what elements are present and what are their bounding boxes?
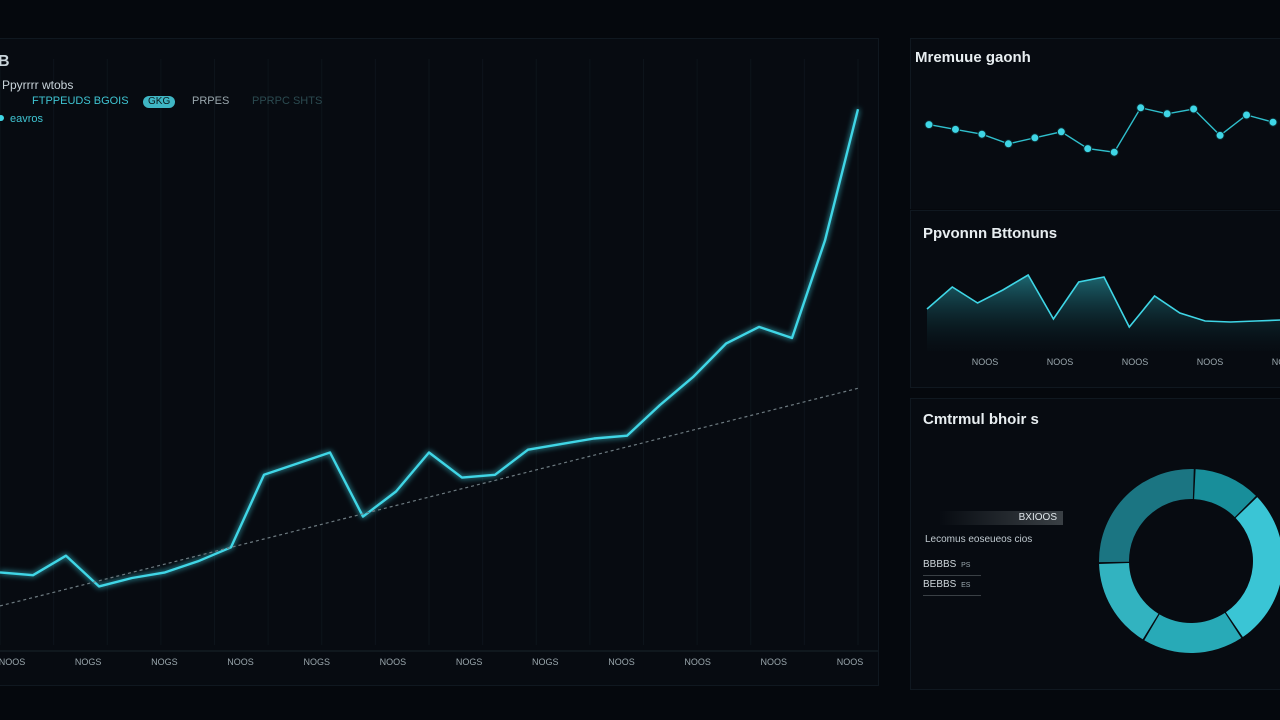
legend-title: Ppyrrrr wtobs: [2, 78, 74, 92]
donut-slice: [1194, 469, 1256, 518]
data-point: [977, 129, 987, 139]
list-item-value: ES: [961, 582, 971, 589]
donut-chart: [1099, 469, 1280, 653]
x-tick-label: NOOS: [1196, 357, 1224, 367]
list-item-label: BEBBS: [923, 579, 957, 590]
donut-caption: Lecomus eoseueos cios: [925, 534, 1033, 545]
x-tick-label: NOOS: [1046, 357, 1074, 367]
data-point: [1003, 139, 1013, 149]
x-tick-label: NOOS: [227, 657, 254, 667]
distribution-title: Ppvonnn Bttonuns: [923, 225, 1058, 242]
x-tick-label: NOOS: [971, 357, 999, 367]
legend-item-3[interactable]: PRPES: [192, 95, 230, 107]
main-line-chart: [0, 59, 878, 652]
legend-sub-label: eavros: [10, 113, 44, 125]
main-chart-panel: B Ppyrrrr wtobs FTPPEUDS BGOIS GKG PRPES…: [0, 38, 879, 686]
area-line: [926, 273, 1280, 329]
legend-item-1[interactable]: FTPPEUDS BGOIS: [32, 95, 129, 107]
data-point: [1030, 133, 1040, 143]
series-line: [0, 108, 860, 588]
data-point: [1242, 110, 1252, 120]
list-item-label: BBBBS: [923, 559, 957, 570]
donut-title: Cmtrmul bhoir s: [923, 411, 1039, 428]
donut-slice: [1144, 612, 1242, 653]
data-point: [1268, 117, 1278, 127]
list-item: BBBBS PS: [923, 559, 981, 576]
x-tick-label: NOGS: [532, 657, 559, 667]
donut-slice: [1099, 563, 1159, 640]
series-line: [928, 107, 1274, 153]
data-point: [924, 120, 934, 130]
data-point: [1189, 104, 1199, 114]
donut-slice: [1225, 497, 1280, 638]
growth-title: Mremuue gaonh: [915, 49, 1031, 66]
x-tick-label: NOGS: [455, 657, 483, 667]
donut-panel: Cmtrmul bhoir s BXIOOS Lecomus eoseueos …: [910, 398, 1280, 690]
distribution-panel: Ppvonnn Bttonuns NOOS NOOS NOOS NOOS NOOS: [910, 210, 1280, 388]
data-point: [1056, 127, 1066, 137]
x-tick-label: NOOS: [379, 657, 407, 667]
distribution-area-chart: [926, 273, 1280, 351]
legend-item-4[interactable]: PPRPC SHTS: [252, 95, 323, 107]
data-point: [1136, 103, 1146, 113]
data-point: [950, 124, 960, 134]
x-tick-label: NOOS: [1121, 357, 1149, 367]
data-point: [1215, 130, 1225, 140]
x-tick-label: NOGS: [151, 657, 178, 667]
growth-panel: Mremuue gaonh: [910, 38, 1280, 209]
legend-dot: [0, 115, 4, 121]
x-tick-label: NOOS: [760, 657, 788, 667]
area-fill: [927, 275, 1280, 351]
growth-chart: [924, 103, 1278, 157]
x-tick-label: NOOS: [1271, 357, 1280, 367]
x-tick-label: NOGS: [303, 657, 330, 667]
list-item: BEBBS ES: [923, 579, 981, 596]
x-tick-label: NOGS: [74, 657, 102, 667]
x-tick-label: NOOS: [684, 657, 711, 667]
x-tick-label: NOOS: [0, 657, 26, 667]
list-item-value: PS: [961, 562, 971, 569]
legend-item-2-chip[interactable]: GKG: [143, 96, 176, 108]
corner-label: B: [0, 53, 10, 70]
stat-bar: BXIOOS: [939, 511, 1063, 525]
donut-slice: [1099, 469, 1194, 563]
data-point: [1162, 109, 1172, 119]
x-tick-label: NOOS: [608, 657, 635, 667]
x-tick-label: NOOS: [836, 657, 864, 667]
data-point: [1083, 144, 1093, 154]
data-point: [1109, 147, 1119, 157]
